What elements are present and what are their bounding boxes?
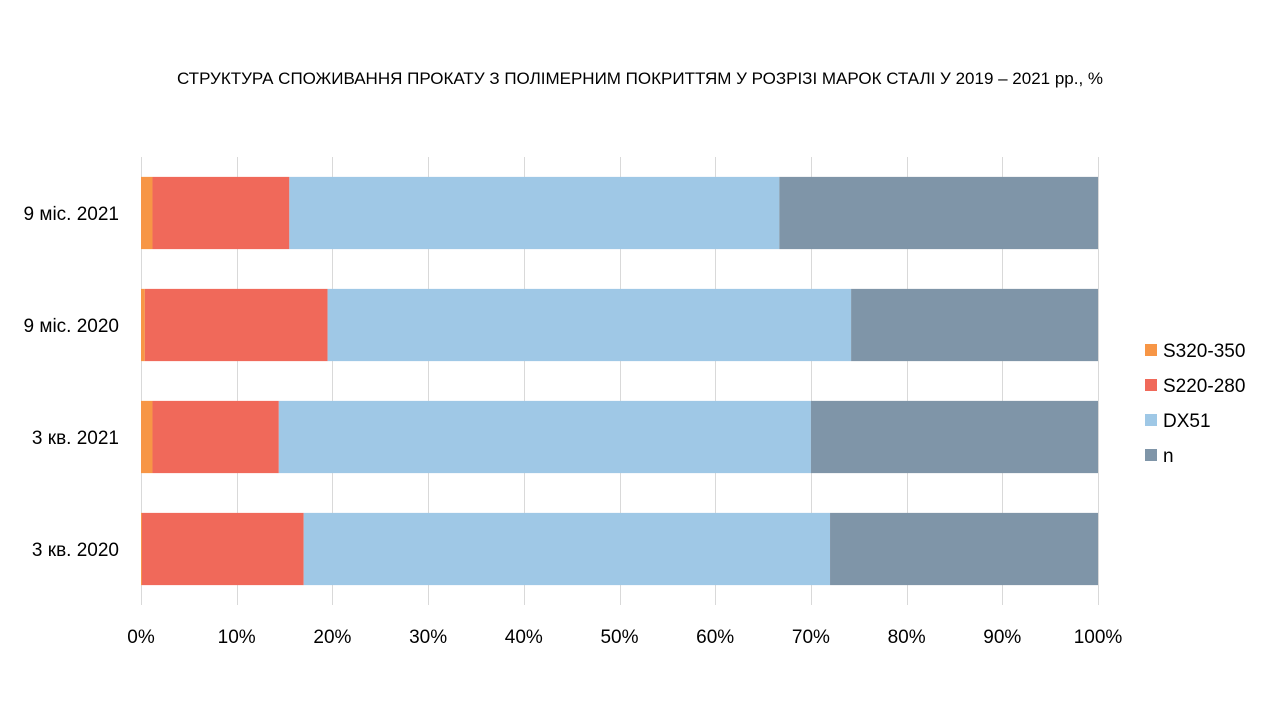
x-tick-label: 60% [696,627,734,648]
x-tick-labels: 0% 10% 20% 30% 40% 50% 60% 70% 80% 90% 100% [127,627,1122,648]
x-tick-label: 0% [127,627,155,648]
x-tick-label: 30% [409,627,447,648]
legend-label: DX51 [1163,411,1211,432]
legend-label: S220-280 [1163,376,1245,397]
x-tick-label: 50% [600,627,638,648]
category-label: 3 кв. 2020 [32,540,119,561]
bar-segment-dx51 [289,176,780,250]
category-labels: 9 міс. 2021 9 міс. 2020 3 кв. 2021 3 кв. 20… [24,204,119,561]
bar-segment-s220-280 [152,176,290,250]
legend-label: S320-350 [1163,341,1245,362]
category-label: 9 міс. 2021 [24,204,119,225]
legend-swatch [1145,449,1157,461]
bar-segment-s320-350 [141,176,153,250]
legend-swatch [1145,344,1157,356]
x-tick-label: 90% [983,627,1021,648]
x-tick-label: 20% [313,627,351,648]
bar-segment-n [830,512,1098,586]
legend: S320-350 S220-280 DX51 n [1145,341,1245,467]
x-tick-label: 80% [888,627,926,648]
chart-title: СТРУКТУРА СПОЖИВАННЯ ПРОКАТУ З ПОЛІМЕРНИ… [177,69,1103,88]
bar-segment-dx51 [303,512,831,586]
legend-label: n [1163,446,1174,467]
bar-segment-n [810,400,1098,474]
legend-swatch [1145,414,1157,426]
x-tick-label: 70% [792,627,830,648]
legend-swatch [1145,379,1157,391]
bar-segment-s320-350 [141,288,145,362]
bar-segment-dx51 [327,288,852,362]
bar-segment-dx51 [278,400,811,474]
bar-segment-s320-350 [141,400,153,474]
bar-segment-n [779,176,1098,250]
bars [141,176,1098,586]
x-tick-label: 100% [1074,627,1123,648]
bar-segment-s220-280 [152,400,279,474]
bar-segment-s320-350 [141,512,142,586]
category-label: 3 кв. 2021 [32,428,119,449]
bar-segment-s220-280 [144,288,328,362]
category-label: 9 міс. 2020 [24,316,119,337]
bar-segment-n [851,288,1098,362]
x-tick-label: 10% [218,627,256,648]
x-tick-label: 40% [505,627,543,648]
bar-segment-s220-280 [141,512,304,586]
